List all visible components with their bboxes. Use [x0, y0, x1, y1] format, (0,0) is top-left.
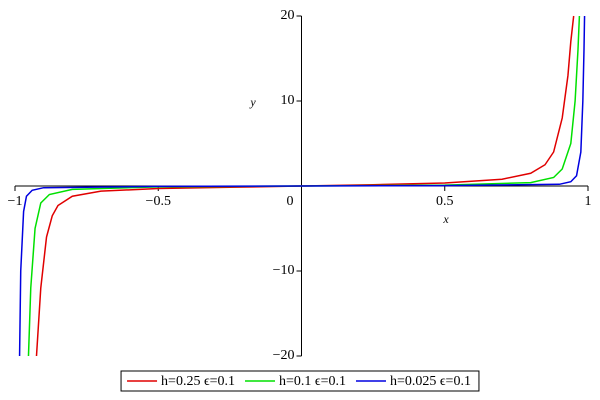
- y-tick-label: 10: [281, 93, 295, 108]
- legend: h=0.25 ϵ=0.1 h=0.1 ϵ=0.1 h=0.025 ϵ=0.1: [120, 370, 480, 392]
- x-tick-label: −0.5: [146, 194, 171, 209]
- legend-box: [120, 370, 480, 392]
- y-tick-label: −10: [273, 263, 295, 278]
- x-tick-label: 1: [585, 194, 592, 209]
- legend-label: h=0.025 ϵ=0.1: [390, 374, 471, 389]
- x-tick-label: −1: [8, 194, 23, 209]
- x-tick-label: 0.5: [436, 194, 454, 209]
- x-tick-label: 0: [287, 194, 294, 209]
- y-tick-label: 20: [281, 8, 295, 23]
- y-tick-label: −20: [273, 348, 295, 363]
- legend-label: h=0.1 ϵ=0.1: [279, 374, 346, 389]
- series-line: [18, 15, 586, 357]
- x-axis-label: x: [442, 212, 449, 226]
- y-axis-label: y: [249, 95, 256, 109]
- legend-label: h=0.25 ϵ=0.1: [161, 374, 235, 389]
